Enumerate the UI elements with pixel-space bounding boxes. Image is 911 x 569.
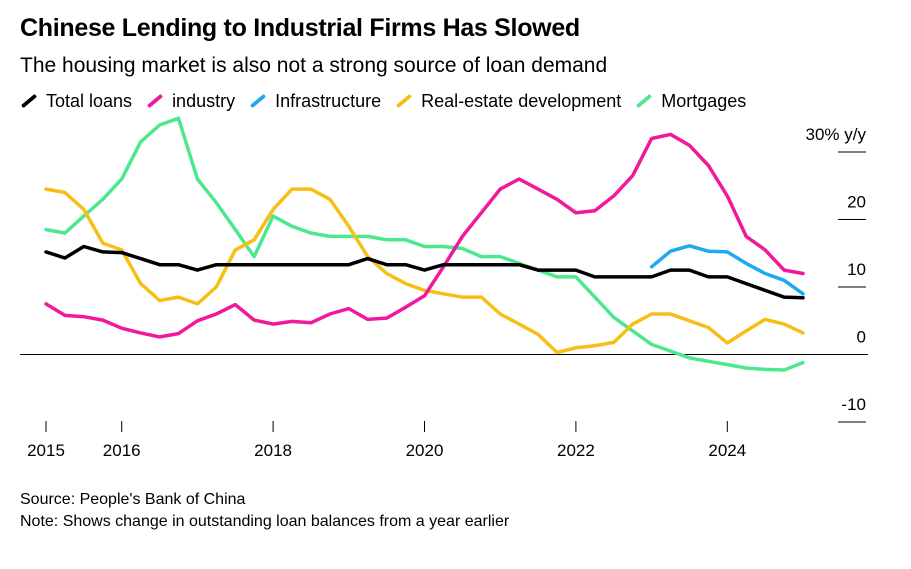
series-line-total-loans — [44, 244, 805, 300]
x-tick-label: 2018 — [254, 441, 292, 460]
legend-label-infrastructure: Infrastructure — [275, 90, 382, 111]
y-tick-label: 20 — [847, 193, 866, 212]
chart-subtitle: The housing market is also not a strong … — [20, 54, 608, 77]
y-tick-label: -10 — [841, 395, 866, 414]
series-line-industry — [44, 132, 805, 339]
series-line-mortgages — [44, 116, 805, 372]
legend: Total loans industry Infrastructure Real-es… — [20, 89, 760, 113]
legend-label-real-estate-development: Real-estate development — [421, 90, 622, 111]
y-tick-label: 30% y/y — [806, 125, 867, 144]
x-tick-label: 2024 — [708, 441, 746, 460]
x-tick-label: 2020 — [406, 441, 444, 460]
legend-item-infrastructure: Infrastructure — [249, 91, 381, 112]
y-tick-label: 0 — [857, 328, 866, 347]
note-text: Note: Shows change in outstanding loan b… — [20, 513, 510, 530]
legend-label-mortgages: Mortgages — [661, 90, 747, 111]
chart-title: Chinese Lending to Industrial Firms Has … — [20, 14, 580, 42]
legend-label-total-loans: Total loans — [46, 90, 133, 111]
x-tick-label: 2015 — [27, 441, 65, 460]
legend-item-mortgages: Mortgages — [635, 91, 746, 112]
legend-item-real-estate-development: Real-estate development — [395, 91, 621, 112]
x-tick-label: 2022 — [557, 441, 595, 460]
legend-item-industry: industry — [146, 91, 235, 112]
legend-item-total-loans: Total loans — [20, 91, 132, 112]
line-chart: 30% y/y 20 10 0 -10 2015 2016 2018 2020 2022 2024 — [20, 116, 868, 460]
series-line-real-estate-development — [44, 187, 805, 355]
series-line-infrastructure — [649, 244, 805, 296]
legend-label-industry: industry — [172, 90, 236, 111]
axis-layer: 30% y/y 20 10 0 -10 2015 2016 2018 2020 2022 2024 — [20, 125, 868, 460]
x-tick-label: 2016 — [103, 441, 141, 460]
series-layer — [44, 116, 805, 372]
y-tick-label: 10 — [847, 260, 866, 279]
source-text: Source: People's Bank of China — [20, 491, 246, 508]
